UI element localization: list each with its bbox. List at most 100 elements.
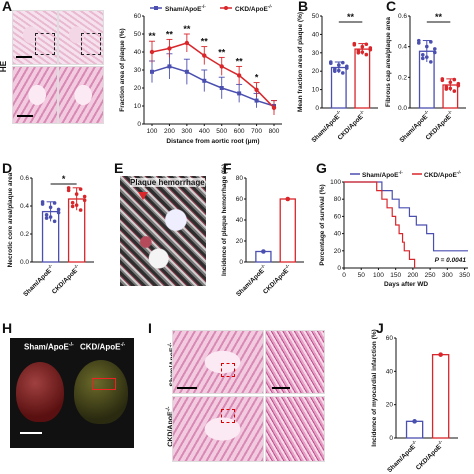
chart-b-data-point: [356, 50, 361, 55]
chart-d-sig-label: *: [62, 174, 66, 184]
chart-c-y-tick-label: 0.0: [398, 105, 407, 112]
chart-d-data-point: [40, 200, 45, 204]
chart-a-series-line: [151, 65, 275, 107]
chart-d-data-point: [52, 219, 57, 224]
chart-g-y-tick-label: 80: [334, 196, 342, 203]
chart-g-x-tick-label: 150: [390, 272, 401, 279]
chart-c-data-point: [417, 41, 421, 45]
chart-a-y-tick-label: 30: [134, 67, 142, 74]
chart-f-y-axis-label: Incidence of plaque hemorrhage (%): [221, 164, 228, 276]
chart-g-legend-label: CKD/ApoE-/-: [424, 170, 462, 179]
chart-f-y-tick-label: 20: [236, 238, 244, 245]
chart-c-bar: [418, 50, 435, 109]
chart-a-legend-label: CKD/ApoE-/-: [235, 4, 273, 13]
chart-j-y-tick-label: 20: [386, 402, 394, 409]
chart-g-y-tick-label: 0: [337, 265, 341, 272]
chart-c-sig-label: **: [435, 12, 443, 22]
chart-a-sig-label: **: [236, 56, 244, 66]
scale-bar: [17, 115, 33, 117]
chart-a-sig-label: **: [183, 24, 191, 34]
panel-label-g: G: [316, 160, 327, 176]
chart-d-data-point: [82, 198, 87, 203]
chart-b-sig-label: **: [347, 12, 355, 22]
chart-b-data-point: [333, 67, 337, 72]
chart-a-point: [184, 69, 189, 74]
chart-d-data-point: [44, 213, 49, 217]
chart-a-y-axis-label: Fraction area of plaque (%): [119, 28, 126, 111]
chart-a-x-tick-label: 800: [269, 128, 280, 135]
chart-c-data-point: [452, 89, 457, 93]
chart-b-data-point: [345, 64, 349, 69]
chart-b-bar: [354, 48, 371, 109]
myocardium-ckd-low: [172, 396, 264, 462]
chart-c-data-point: [456, 83, 461, 88]
chart-g-y-tick-label: 60: [334, 213, 342, 220]
chart-f-y-tick-label: 40: [236, 217, 244, 224]
chart-a-x-tick-label: 600: [234, 128, 245, 135]
chart-b-data-point: [333, 69, 337, 73]
chart-j-x-tick-label: CKD/ApoE-/-: [413, 439, 446, 472]
chart-f-y-tick-label: 0: [239, 259, 243, 266]
chart-c-data-point: [452, 77, 457, 82]
panel-label-e: E: [114, 160, 124, 176]
chart-b-y-tick-label: 20: [312, 68, 320, 75]
chart-c-data-point: [448, 86, 453, 91]
chart-b-data-point: [337, 68, 341, 73]
chart-a-point: [219, 64, 224, 69]
chart-d-data-point: [48, 215, 53, 219]
chart-d-data-point: [82, 194, 87, 199]
chart-a-x-axis-label: Distance from aortic root (μm): [166, 138, 259, 145]
chart-a-point: [237, 91, 242, 96]
chart-a-y-tick-label: 50: [134, 31, 142, 38]
chart-c-data-point: [421, 53, 425, 57]
scale-bar: [20, 432, 42, 434]
chart-g-x-tick-label: 250: [425, 272, 436, 279]
chart-d-data-point: [44, 216, 49, 220]
chart-a-point: [202, 53, 207, 58]
chart-b-y-tick-label: 50: [312, 13, 320, 20]
chart-b-data-point: [364, 52, 369, 57]
chart-d-y-tick-label: 0.6: [20, 175, 29, 182]
chart-c-data-point: [440, 78, 445, 83]
chart-a-point: [149, 49, 155, 55]
chart-d-y-axis-label: Necrotic core area/plaque area: [7, 172, 14, 267]
chart-g-x-axis-label: Days after WD: [384, 281, 428, 288]
he-sham-low: [12, 10, 58, 65]
zoom-box: [221, 363, 235, 377]
chart-c-y-tick-label: 0.2: [398, 74, 407, 81]
chart-c-data-point: [429, 60, 433, 64]
chart-d-data-point: [48, 205, 53, 210]
chart-a-point: [236, 73, 242, 78]
chart-d-bar: [41, 210, 60, 263]
chart-a-series-line: [151, 42, 275, 109]
chart-g-x-tick-label: 200: [407, 272, 418, 279]
chart-a-sig-label: **: [218, 47, 226, 57]
hemorrhage-arrow: [138, 192, 148, 200]
chart-d-data-point: [66, 188, 71, 193]
chart-g-x-tick-label: 50: [358, 272, 366, 279]
chart-c-y-tick-label: 0.4: [398, 44, 407, 51]
chart-b-y-tick-label: 40: [312, 31, 320, 38]
chart-a-sig-label: **: [148, 31, 156, 41]
chart-d-data-point: [56, 207, 61, 212]
chart-a-point: [254, 87, 259, 93]
scale-bar: [272, 387, 290, 389]
chart-g-survival-curve: [344, 181, 468, 252]
chart-d-bar: [67, 198, 86, 263]
chart-b-data-point: [352, 43, 357, 47]
chart-a-y-tick-label: 0: [137, 121, 141, 128]
chart-j-y-tick-label: 60: [386, 335, 394, 342]
he-ckd-high: [58, 66, 104, 124]
panel-label-f: F: [223, 160, 232, 176]
chart-d-data-point: [74, 203, 79, 207]
chart-a-y-tick-label: 60: [134, 13, 142, 20]
zoom-box: [221, 409, 235, 423]
chart-a-point: [219, 86, 224, 90]
chart-a-point: [167, 64, 172, 69]
chart-a-point: [272, 104, 276, 108]
chart-b-data-point: [341, 60, 345, 65]
chart-b-data-point: [368, 47, 373, 52]
chart-d-y-tick-label: 0.2: [20, 231, 29, 238]
chart-c-x-tick-label: Sham/ApoE-/-: [397, 109, 433, 145]
he-ckd-low: [58, 10, 104, 65]
